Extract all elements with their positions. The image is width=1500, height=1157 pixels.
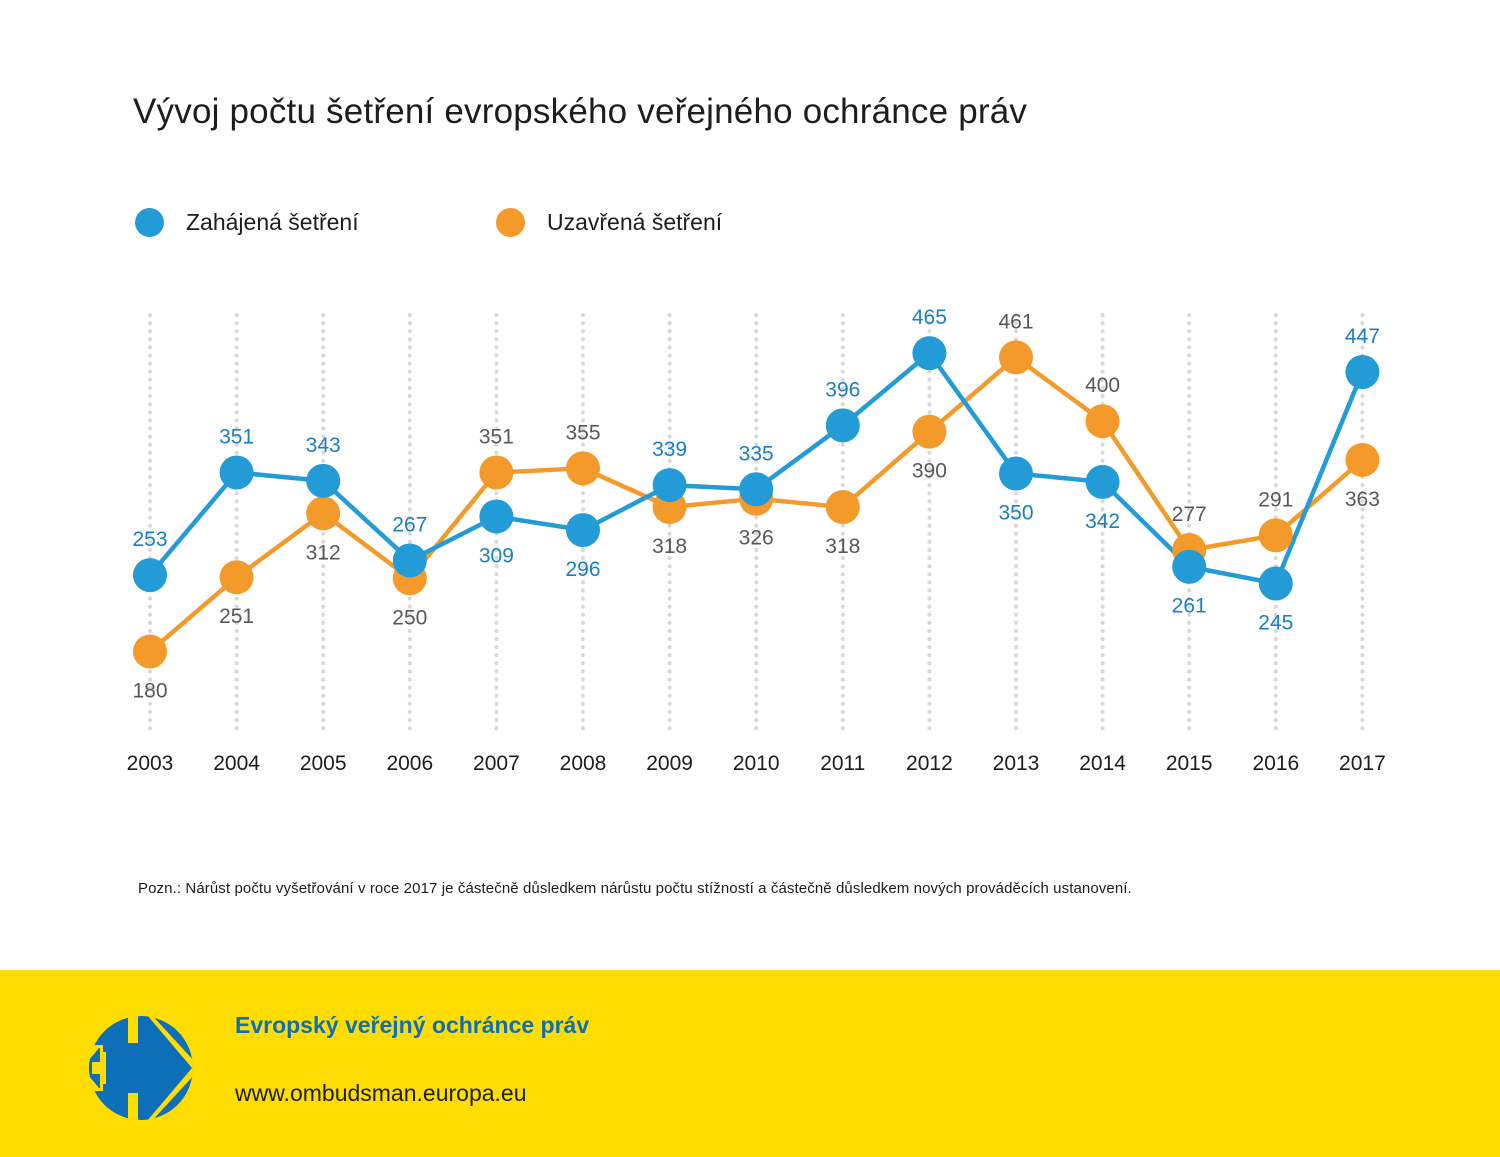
data-point-started-2003	[133, 558, 167, 593]
x-tick-label: 2008	[560, 752, 607, 775]
legend-label-started: Zahájená šetření	[186, 209, 359, 235]
data-point-closed-2011	[825, 490, 860, 525]
data-point-closed-2013	[999, 340, 1033, 375]
x-tick-label: 2010	[733, 752, 780, 775]
data-point-started-2012	[912, 336, 947, 371]
x-tick-label: 2014	[1079, 752, 1126, 775]
data-label-closed-2015: 277	[1172, 503, 1207, 526]
footer-band	[0, 970, 1500, 1157]
x-tick-label: 2009	[646, 752, 693, 775]
legend-marker-closed-icon	[496, 208, 525, 237]
data-label-started-2017: 447	[1345, 325, 1380, 348]
data-point-started-2004	[219, 455, 254, 490]
data-point-started-2010	[739, 472, 774, 507]
data-point-closed-2012	[912, 414, 947, 449]
x-tick-label: 2007	[473, 752, 520, 775]
footer-organization-name: Evropský veřejný ochránce práv	[235, 1012, 590, 1038]
x-tick-label: 2003	[127, 752, 174, 775]
data-label-started-2003: 253	[132, 528, 167, 551]
data-label-closed-2004: 251	[219, 605, 254, 628]
data-point-started-2005	[306, 463, 341, 498]
data-point-closed-2004	[219, 560, 254, 595]
data-label-started-2004: 351	[219, 426, 254, 449]
legend-label-closed: Uzavřená šetření	[547, 209, 723, 235]
data-label-started-2014: 342	[1085, 510, 1120, 533]
data-point-started-2011	[825, 408, 860, 443]
data-point-started-2014	[1085, 464, 1120, 499]
x-tick-label: 2015	[1166, 752, 1213, 775]
data-label-closed-2017: 363	[1345, 488, 1380, 511]
x-tick-label: 2017	[1339, 752, 1386, 775]
data-label-closed-2011: 318	[825, 535, 860, 558]
line-chart: 180 251 312 250 351 355 318 326 318 390 461 400 277 2…	[127, 306, 1386, 775]
x-tick-label: 2011	[820, 752, 865, 775]
chart-note: Pozn.: Nárůst počtu vyšetřování v roce 2…	[138, 880, 1132, 897]
data-label-closed-2006: 250	[392, 606, 427, 629]
x-tick-label: 2016	[1252, 752, 1299, 775]
data-label-closed-2005: 312	[306, 541, 341, 564]
data-label-started-2012: 465	[912, 306, 947, 329]
data-point-started-2008	[566, 513, 600, 548]
x-tick-label: 2004	[213, 752, 260, 775]
legend-marker-started-icon	[135, 208, 164, 237]
data-label-started-2015: 261	[1172, 595, 1207, 618]
data-label-closed-2010: 326	[739, 527, 774, 550]
data-point-closed-2007	[479, 455, 514, 490]
data-label-started-2011: 396	[825, 378, 860, 401]
x-axis-ticks: 2003 2004 2005 2006 2007 2008 2009 2010 2011 2012…	[127, 752, 1386, 775]
data-label-started-2005: 343	[306, 434, 341, 457]
data-point-started-2017	[1345, 354, 1380, 389]
x-tick-label: 2013	[993, 752, 1040, 775]
data-point-closed-2016	[1258, 518, 1293, 553]
data-point-closed-2014	[1085, 404, 1120, 439]
data-label-closed-2014: 400	[1085, 374, 1120, 397]
data-label-started-2006: 267	[392, 513, 427, 536]
data-point-started-2016	[1258, 566, 1293, 601]
x-tick-label: 2006	[386, 752, 433, 775]
legend-item-started: Zahájená šetření	[135, 208, 359, 237]
data-point-started-2009	[652, 468, 687, 503]
data-label-closed-2007: 351	[479, 426, 514, 449]
data-label-started-2010: 335	[739, 442, 774, 465]
data-label-started-2007: 309	[479, 544, 514, 567]
series-points	[133, 336, 1380, 669]
data-label-started-2008: 296	[565, 558, 600, 581]
data-point-closed-2017	[1345, 442, 1380, 477]
data-point-started-2013	[999, 456, 1033, 491]
data-point-closed-2008	[566, 451, 600, 486]
chart-title: Vývoj počtu šetření evropského veřejného…	[133, 92, 1028, 131]
data-labels: 180 251 312 250 351 355 318 326 318 390 461 400 277 2…	[132, 306, 1379, 702]
data-label-closed-2008: 355	[565, 421, 600, 444]
ombudsman-logo-icon	[89, 1016, 193, 1120]
data-point-started-2006	[392, 543, 427, 578]
footer-website-link[interactable]: www.ombudsman.europa.eu	[235, 1080, 527, 1106]
data-label-closed-2003: 180	[132, 680, 167, 703]
data-point-closed-2003	[133, 634, 167, 669]
data-label-started-2009: 339	[652, 438, 687, 461]
data-label-started-2013: 350	[998, 502, 1033, 525]
x-tick-label: 2005	[300, 752, 347, 775]
data-label-closed-2013: 461	[998, 310, 1033, 333]
data-point-closed-2005	[306, 496, 341, 531]
legend-item-closed: Uzavřená šetření	[496, 208, 722, 237]
data-label-closed-2012: 390	[912, 460, 947, 483]
data-label-closed-2009: 318	[652, 535, 687, 558]
data-label-closed-2016: 291	[1258, 488, 1293, 511]
data-point-started-2015	[1172, 549, 1207, 584]
data-point-started-2007	[479, 499, 514, 534]
data-label-started-2016: 245	[1258, 611, 1293, 634]
x-tick-label: 2012	[906, 752, 953, 775]
